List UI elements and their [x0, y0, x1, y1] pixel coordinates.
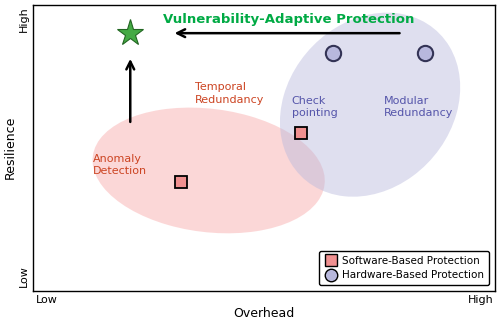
Ellipse shape: [92, 108, 325, 233]
Text: Vulnerability-Adaptive Protection: Vulnerability-Adaptive Protection: [162, 13, 414, 26]
Legend: Software-Based Protection, Hardware-Based Protection: Software-Based Protection, Hardware-Base…: [320, 251, 490, 285]
X-axis label: Overhead: Overhead: [234, 307, 294, 320]
Ellipse shape: [280, 13, 460, 197]
Text: Temporal
Redundancy: Temporal Redundancy: [195, 82, 264, 105]
Text: Check
pointing: Check pointing: [292, 96, 338, 119]
Text: Modular
Redundancy: Modular Redundancy: [384, 96, 454, 119]
Text: Anomaly
Detection: Anomaly Detection: [94, 154, 148, 176]
Y-axis label: Resilience: Resilience: [4, 116, 17, 179]
